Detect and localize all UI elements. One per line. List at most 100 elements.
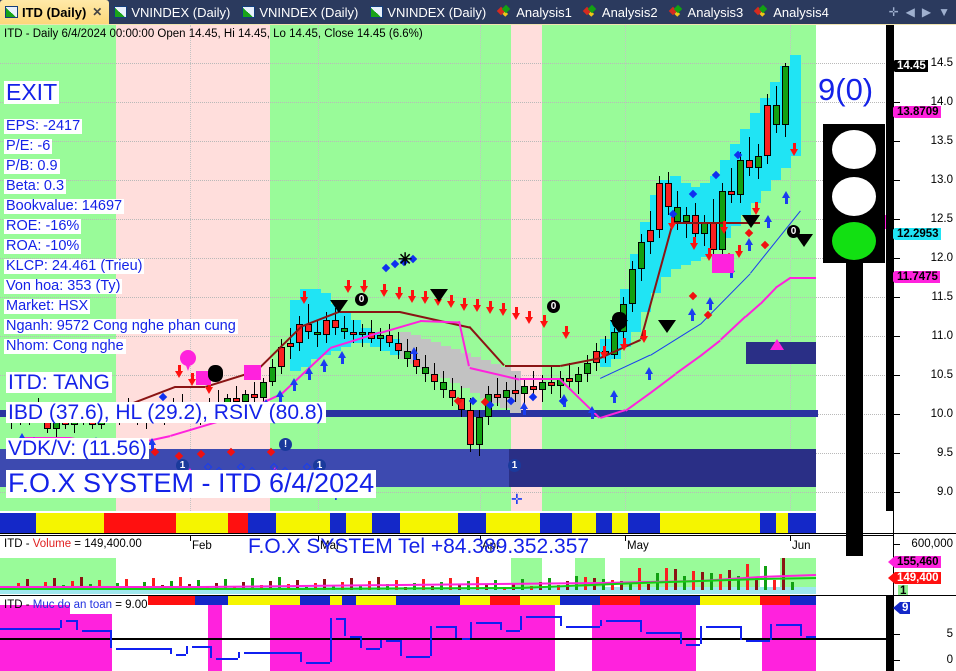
safety-plot-area[interactable] (0, 596, 893, 671)
price-axis[interactable]: 9.0 9.5 10.0 10.5 11.0 11.5 12.0 12.5 13.0 13.5 14… (888, 25, 956, 533)
overlay-roa: ROA: -10% (4, 238, 82, 254)
tab-analysis2[interactable]: Analysis2 (579, 0, 665, 24)
tab-itd-daily[interactable]: ITD (Daily) ✕ (0, 0, 110, 24)
close-icon[interactable]: ✕ (92, 5, 103, 19)
ichimoku-cloud-segment (710, 175, 721, 250)
safety-pane[interactable]: ITD - Muc do an toan = 9.00 9 5 0 (0, 595, 956, 671)
distribution-marker (742, 214, 760, 228)
tab-analysis3[interactable]: Analysis3 (665, 0, 751, 24)
arrow-tail (523, 407, 526, 415)
candlestick (440, 370, 447, 398)
resistance-trendline (672, 222, 760, 225)
price-marker-magenta: 13.8709 (888, 105, 941, 118)
candlestick (476, 409, 483, 457)
candlestick (278, 339, 285, 375)
arrow-tail (502, 303, 505, 310)
arrow-tail (528, 310, 531, 318)
tab-list-icon[interactable]: ▼ (938, 5, 950, 19)
tab-label: Analysis4 (773, 4, 829, 20)
chart-icon (242, 6, 256, 18)
next-tab-icon[interactable]: ▶ (921, 5, 932, 19)
volume-bar (323, 579, 326, 590)
tab-vnindex-daily-3[interactable]: VNINDEX (Daily) (365, 0, 493, 24)
volume-axis[interactable]: 600,000 155,460 149,400 1 (888, 534, 956, 597)
volume-bar (215, 583, 218, 590)
volume-badge-count: 1 (898, 585, 909, 597)
buy-signal-arrow (610, 390, 619, 404)
overlay-beta: Beta: 0.3 (4, 178, 67, 194)
tab-analysis4[interactable]: Analysis4 (750, 0, 836, 24)
safety-ribbon (0, 596, 816, 605)
safety-axis[interactable]: 9 5 0 (893, 596, 956, 671)
candle-body (422, 366, 429, 375)
ribbon-segment (760, 513, 776, 533)
accumulation-marker (770, 339, 784, 351)
marker-circle-1: 1 (313, 458, 326, 472)
candle-body (323, 319, 330, 336)
safety-ribbon-segment (342, 596, 356, 605)
date-tick-label: Jun (792, 540, 811, 552)
safety-ribbon-segment (460, 596, 490, 605)
volume-bar (755, 578, 758, 590)
volume-bar (467, 581, 470, 590)
date-axis[interactable]: Feb Mar Apr May Jun (0, 535, 893, 558)
candle-wick (749, 136, 750, 176)
arrow-head (640, 336, 648, 344)
axis-tick-label: 9.0 (937, 485, 953, 498)
date-tick-label: May (627, 540, 649, 552)
prev-tab-icon[interactable]: ◀ (905, 5, 915, 19)
tab-analysis1[interactable]: Analysis1 (493, 0, 579, 24)
safety-ribbon-segment (490, 596, 520, 605)
candlestick (512, 374, 519, 402)
safety-ribbon-segment (148, 596, 195, 605)
cross-marker: ✛ (511, 490, 523, 507)
arrow-tail (613, 396, 616, 404)
candlestick (359, 323, 366, 348)
ichimoku-cloud-segment (790, 54, 801, 157)
arrow-tail (648, 372, 651, 380)
sell-signal-arrow (600, 345, 609, 359)
overlay-nganh: Nganh: 9572 Cong nghe phan cung (4, 318, 238, 334)
tab-vnindex-daily-2[interactable]: VNINDEX (Daily) (237, 0, 365, 24)
arrow-tail (293, 384, 296, 392)
tab-vnindex-daily-1[interactable]: VNINDEX (Daily) (109, 0, 237, 24)
overlay-vdkv: VDK/V: (11.56) (6, 437, 149, 460)
safety-zone-block (470, 626, 506, 671)
volume-bar (791, 582, 794, 590)
buy-signal-arrow (745, 238, 754, 251)
arrow-tail (191, 373, 194, 381)
candle-wick (236, 386, 237, 406)
candle-body (305, 323, 312, 332)
tab-bar: ITD (Daily) ✕ VNINDEX (Daily) VNINDEX (D… (0, 0, 956, 25)
volume-bar (251, 578, 254, 590)
volume-bar (305, 587, 308, 590)
ribbon-segment (486, 513, 540, 533)
move-icon[interactable]: ✛ (888, 5, 899, 19)
safety-oscillator-segment (800, 624, 802, 636)
arrow-tail (347, 279, 350, 287)
candlestick (242, 390, 249, 410)
volume-bar (539, 582, 542, 590)
ichimoku-cloud-segment (370, 331, 381, 348)
axis-tick-label: 10.5 (930, 368, 953, 381)
chart-icon (5, 6, 18, 18)
ichimoku-cloud-segment (650, 195, 661, 293)
axis-tick-label: 12.5 (930, 212, 953, 225)
arrow-tail (691, 314, 694, 322)
safety-oscillator-segment (116, 648, 170, 650)
price-gridline (0, 101, 893, 103)
tab-label: Analysis2 (601, 4, 658, 20)
volume-bar (80, 577, 83, 590)
tab-navigation: ✛ ◀ ▶ ▼ (889, 0, 956, 24)
safety-oscillator-segment (350, 636, 360, 638)
bear-cloud-segment (400, 331, 411, 359)
safety-ribbon-segment (560, 596, 600, 605)
arrow-tail (308, 372, 311, 380)
arrow-tail (671, 217, 674, 225)
arrow-head (408, 295, 416, 303)
candle-wick (308, 304, 309, 340)
sell-signal-arrow (540, 314, 549, 328)
volume-watermark: F.O.X SYSTEM Tel +84.389.352.357 (248, 535, 590, 558)
